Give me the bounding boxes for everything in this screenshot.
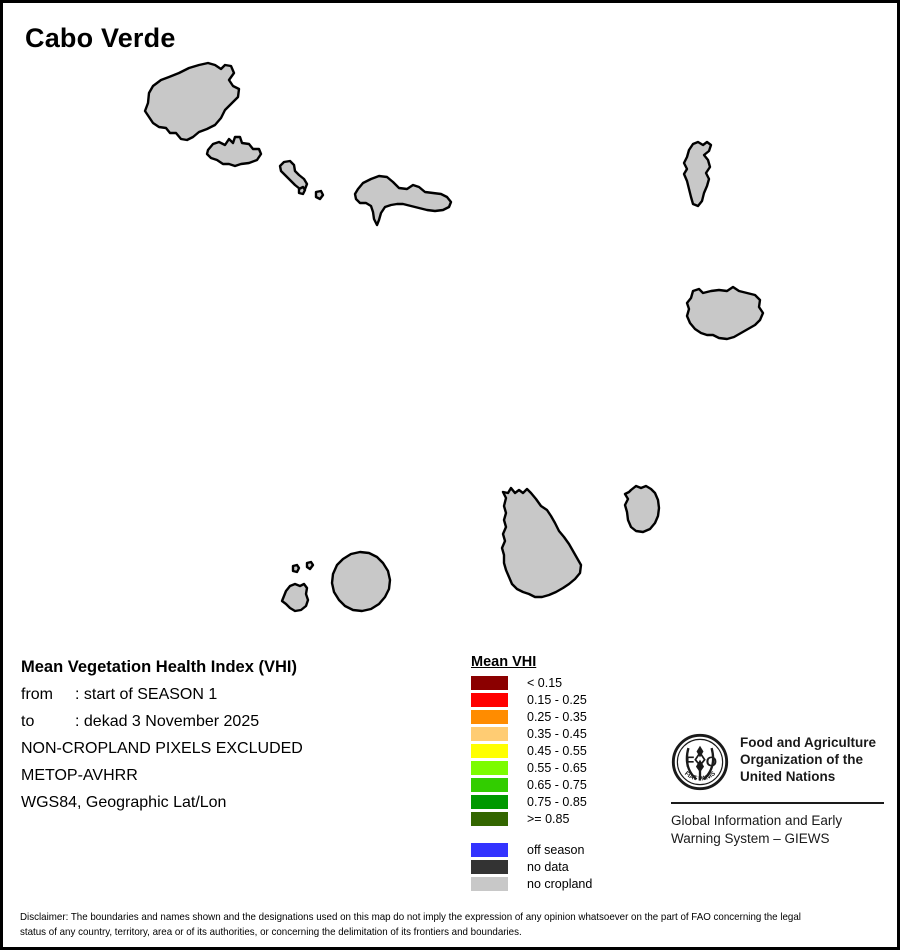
legend-special-row: no cropland bbox=[471, 876, 592, 892]
legend-class-swatch bbox=[471, 761, 508, 775]
info-sensor: METOP-AVHRR bbox=[21, 767, 138, 784]
legend-class-swatch bbox=[471, 727, 508, 741]
fao-logo-row: F O FIAT PANIS Food and Agriculture Orga… bbox=[671, 733, 886, 791]
fao-branding-block: F O FIAT PANIS Food and Agriculture Orga… bbox=[671, 733, 886, 847]
legend-special-swatch bbox=[471, 860, 508, 874]
legend-title: Mean VHI bbox=[471, 654, 537, 670]
legend-class-list: < 0.15 0.15 - 0.25 0.25 - 0.35 0.35 - 0.45 0… bbox=[471, 675, 592, 827]
legend-class-row: 0.25 - 0.35 bbox=[471, 709, 592, 725]
legend-class-label: 0.35 - 0.45 bbox=[527, 727, 587, 741]
info-row-to: to : dekad 3 November 2025 bbox=[21, 713, 451, 731]
legend-class-swatch bbox=[471, 676, 508, 690]
legend-class-row: >= 0.85 bbox=[471, 811, 592, 827]
legend-class-row: 0.65 - 0.75 bbox=[471, 777, 592, 793]
island-brava bbox=[280, 582, 310, 613]
legend-class-label: 0.75 - 0.85 bbox=[527, 795, 587, 809]
disclaimer-text: Disclaimer: The boundaries and names sho… bbox=[20, 911, 801, 939]
fao-name-line-2: Organization of the bbox=[740, 752, 863, 767]
islet-rombos-east bbox=[305, 560, 315, 571]
legend-special-swatch bbox=[471, 843, 508, 857]
giews-line-2: Warning System – GIEWS bbox=[671, 830, 830, 846]
page-title: Cabo Verde bbox=[25, 23, 176, 53]
legend-special-list: off season no data no cropland bbox=[471, 842, 592, 892]
fao-name-line-3: United Nations bbox=[740, 769, 836, 784]
legend-class-label: < 0.15 bbox=[527, 676, 563, 690]
info-projection: WGS84, Geographic Lat/Lon bbox=[21, 794, 227, 811]
fao-name-line-1: Food and Agriculture bbox=[740, 735, 876, 750]
legend-class-row: 0.35 - 0.45 bbox=[471, 726, 592, 742]
info-from-key: from bbox=[21, 686, 53, 703]
svg-text:F: F bbox=[686, 755, 695, 771]
island-santo-antao bbox=[143, 61, 241, 142]
island-sao-vicente bbox=[205, 135, 263, 168]
svg-text:FIAT PANIS: FIAT PANIS bbox=[683, 770, 717, 782]
legend-class-swatch bbox=[471, 693, 508, 707]
legend-class-label: >= 0.85 bbox=[527, 812, 570, 826]
legend-class-swatch bbox=[471, 778, 508, 792]
svg-text:O: O bbox=[706, 755, 717, 771]
island-fogo bbox=[330, 550, 392, 613]
legend-class-label: 0.45 - 0.55 bbox=[527, 744, 587, 758]
giews-label: Global Information and Early Warning Sys… bbox=[671, 812, 886, 847]
island-santiago bbox=[500, 486, 583, 599]
legend-class-swatch bbox=[471, 795, 508, 809]
legend-class-swatch bbox=[471, 744, 508, 758]
island-boa-vista bbox=[685, 285, 765, 341]
island-sal bbox=[682, 140, 713, 208]
map-info-block: Mean Vegetation Health Index (VHI) from … bbox=[21, 658, 451, 821]
info-row-from: from : start of SEASON 1 bbox=[21, 686, 451, 704]
fao-organization-name: Food and Agriculture Organization of the… bbox=[740, 733, 876, 785]
legend-special-label: no cropland bbox=[527, 877, 593, 891]
legend-special-label: no data bbox=[527, 860, 569, 874]
giews-line-1: Global Information and Early bbox=[671, 813, 843, 828]
legend-class-label: 0.25 - 0.35 bbox=[527, 710, 587, 724]
legend-class-swatch bbox=[471, 710, 508, 724]
legend-class-label: 0.65 - 0.75 bbox=[527, 778, 587, 792]
islet-rombos-west bbox=[291, 563, 301, 574]
info-heading: Mean Vegetation Health Index (VHI) bbox=[21, 658, 297, 676]
legend-special-swatch bbox=[471, 877, 508, 891]
legend-spacer bbox=[471, 828, 592, 842]
legend-class-label: 0.15 - 0.25 bbox=[527, 693, 587, 707]
info-from-value: : start of SEASON 1 bbox=[75, 686, 218, 703]
island-maio bbox=[623, 484, 661, 534]
info-to-key: to bbox=[21, 713, 35, 730]
info-pixels-note: NON-CROPLAND PIXELS EXCLUDED bbox=[21, 740, 303, 757]
legend-class-row: 0.45 - 0.55 bbox=[471, 743, 592, 759]
fao-divider bbox=[671, 802, 884, 804]
fao-emblem-icon: F O FIAT PANIS bbox=[671, 733, 729, 791]
legend-class-row: < 0.15 bbox=[471, 675, 592, 691]
legend-special-row: no data bbox=[471, 859, 592, 875]
legend-special-label: off season bbox=[527, 843, 585, 857]
legend-class-label: 0.55 - 0.65 bbox=[527, 761, 587, 775]
map-legend: Mean VHI < 0.15 0.15 - 0.25 0.25 - 0.35 0.3… bbox=[471, 653, 592, 893]
legend-special-row: off season bbox=[471, 842, 592, 858]
legend-class-swatch bbox=[471, 812, 508, 826]
legend-class-row: 0.75 - 0.85 bbox=[471, 794, 592, 810]
map-canvas bbox=[143, 61, 765, 613]
info-to-value: : dekad 3 November 2025 bbox=[75, 713, 260, 730]
island-santa-luzia bbox=[278, 159, 309, 191]
legend-class-row: 0.55 - 0.65 bbox=[471, 760, 592, 776]
islet-raso bbox=[314, 189, 325, 201]
islet-branco bbox=[297, 185, 307, 196]
island-sao-nicolau bbox=[353, 174, 453, 227]
legend-class-row: 0.15 - 0.25 bbox=[471, 692, 592, 708]
